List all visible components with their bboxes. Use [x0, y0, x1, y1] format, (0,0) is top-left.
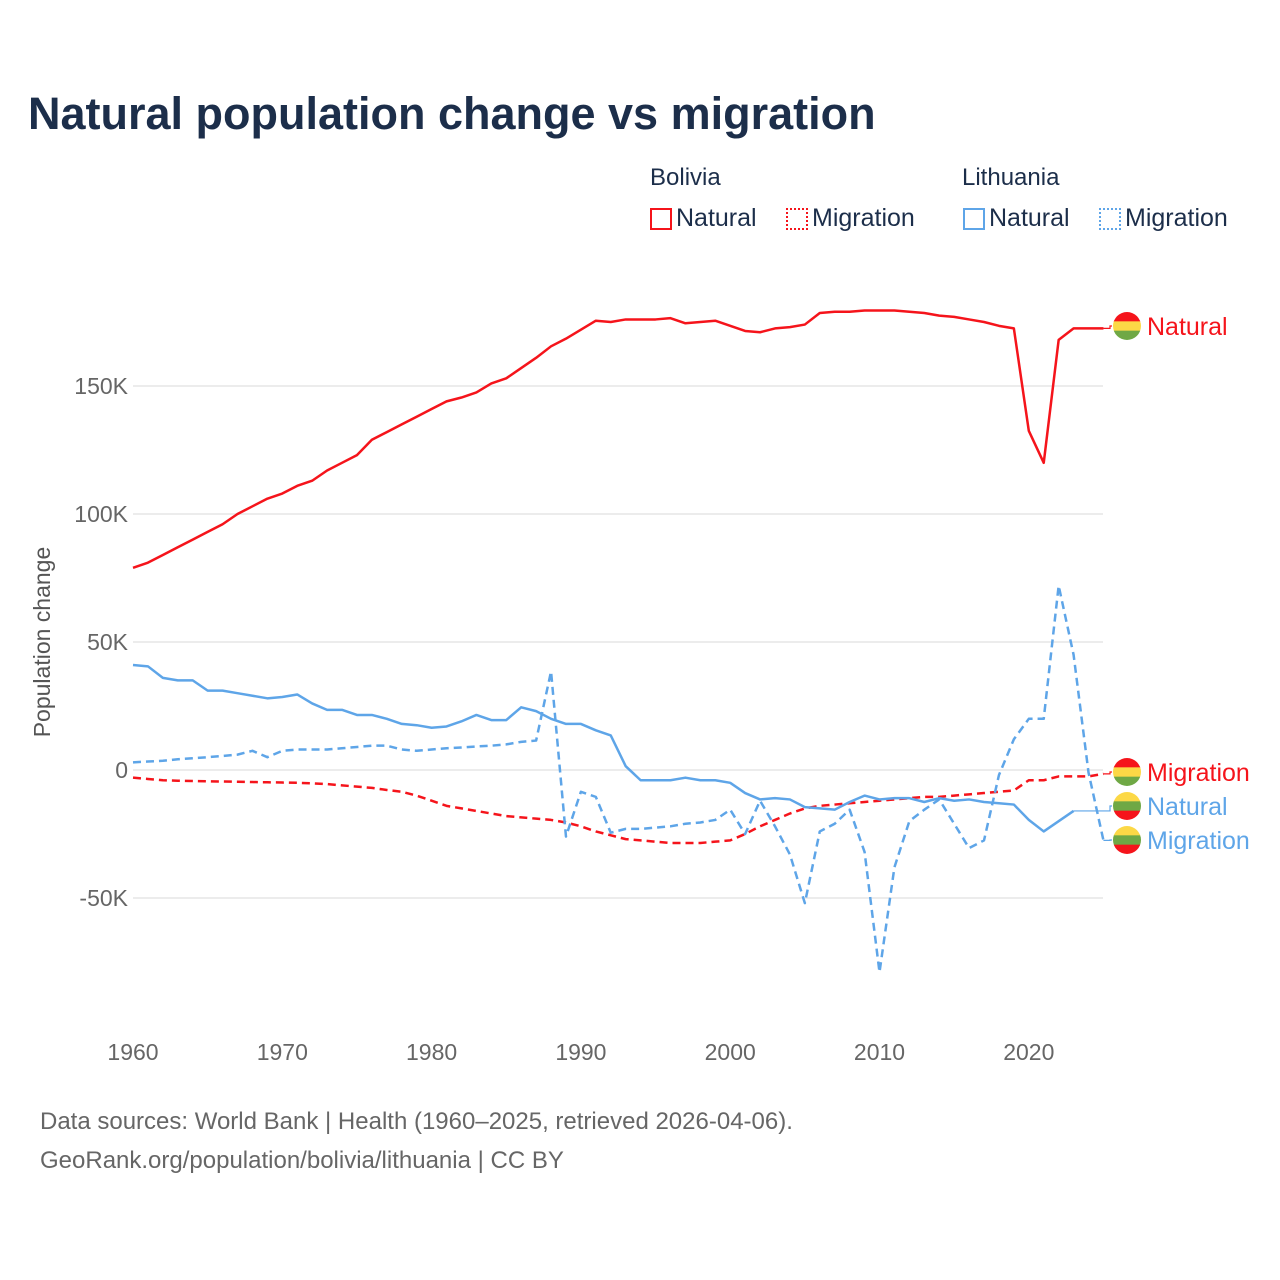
flag-icon-stripe	[1113, 810, 1141, 820]
x-tick-label: 1960	[107, 1039, 158, 1065]
flag-icon-stripe	[1113, 801, 1141, 812]
legend-label: Migration	[1125, 204, 1228, 232]
y-tick-label: 100K	[74, 501, 128, 527]
legend-lithuania-natural[interactable]: Natural	[963, 204, 1070, 233]
series-line-lithuania-natural	[132, 663, 1075, 833]
legend-label: Natural	[676, 204, 757, 232]
source-url[interactable]: GeoRank.org/population/bolivia/lithuania…	[40, 1147, 564, 1174]
label-connector	[1103, 771, 1112, 775]
flag-icon-stripe	[1113, 835, 1141, 846]
flag-icon-stripe	[1113, 776, 1141, 786]
series-line-bolivia-natural	[132, 309, 1104, 569]
flag-icon-stripe	[1113, 792, 1141, 802]
end-label-lithuania-natural: Natural	[1147, 793, 1228, 821]
legend-group-lithuania: Lithuania	[962, 164, 1060, 191]
legend-swatch-dotted	[1099, 207, 1121, 230]
y-tick-label: 0	[115, 757, 128, 783]
flag-icon-stripe	[1113, 844, 1141, 854]
x-tick-label: 1990	[555, 1039, 606, 1065]
legend-swatch-solid	[650, 207, 672, 230]
series-line-bolivia-migration	[132, 772, 1104, 845]
x-tick-label: 1980	[406, 1039, 457, 1065]
series-line-lithuania-migration	[132, 584, 1105, 974]
x-tick-label: 2020	[1003, 1039, 1054, 1065]
y-axis-label: Population change	[29, 547, 55, 738]
x-tick-label: 2010	[854, 1039, 905, 1065]
y-tick-label: 50K	[87, 629, 129, 655]
x-tick-label: 1970	[257, 1039, 308, 1065]
legend-bolivia-migration[interactable]: Migration	[786, 204, 915, 233]
source-text: Data sources: World Bank | Health (1960–…	[40, 1108, 793, 1135]
end-label-lithuania-migration: Migration	[1147, 827, 1250, 855]
flag-icon-stripe	[1113, 767, 1141, 778]
flag-icon-stripe	[1113, 312, 1141, 322]
end-label-bolivia-migration: Migration	[1147, 759, 1250, 787]
flag-icon-stripe	[1113, 321, 1141, 332]
flag-icon-stripe	[1113, 826, 1141, 836]
end-label-bolivia-natural: Natural	[1147, 313, 1228, 341]
chart-title: Natural population change vs migration	[28, 88, 876, 139]
flag-icon-stripe	[1113, 758, 1141, 768]
x-tick-label: 2000	[705, 1039, 756, 1065]
label-connector	[1073, 805, 1112, 812]
y-tick-label: 150K	[74, 373, 128, 399]
flag-icon-stripe	[1113, 330, 1141, 340]
label-connector	[1103, 325, 1112, 329]
legend-label: Natural	[989, 204, 1070, 232]
legend-group-bolivia: Bolivia	[650, 164, 721, 191]
legend-swatch-dotted	[786, 207, 808, 230]
legend-bolivia-natural[interactable]: Natural	[650, 204, 757, 233]
legend-lithuania-migration[interactable]: Migration	[1099, 204, 1228, 233]
legend-label: Migration	[812, 204, 915, 232]
legend-swatch-solid	[963, 207, 985, 230]
y-tick-label: -50K	[79, 885, 128, 911]
